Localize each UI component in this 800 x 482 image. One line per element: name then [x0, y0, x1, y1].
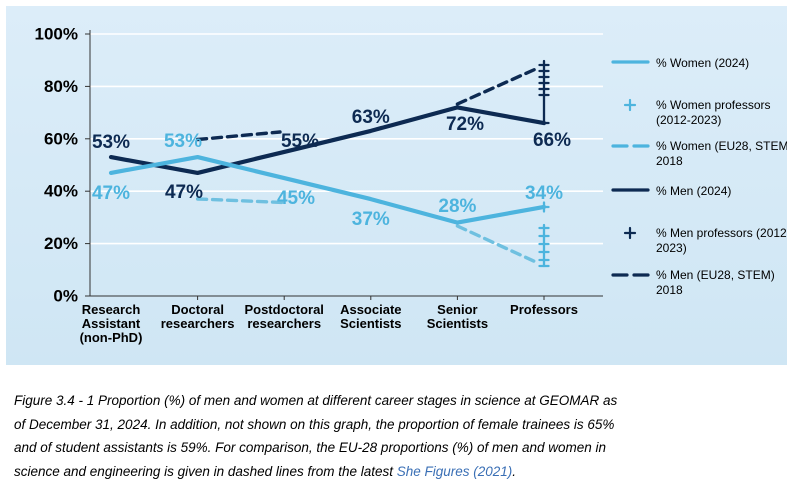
svg-text:2018: 2018	[656, 283, 683, 297]
svg-text:2023): 2023)	[656, 241, 687, 255]
svg-text:53%: 53%	[92, 132, 130, 153]
svg-text:40%: 40%	[44, 182, 78, 201]
svg-text:Senior: Senior	[437, 302, 477, 317]
svg-text:(non-PhD): (non-PhD)	[80, 330, 143, 345]
svg-text:100%: 100%	[35, 25, 78, 44]
svg-text:20%: 20%	[44, 234, 78, 253]
svg-text:% Women professors: % Women professors	[656, 98, 771, 112]
svg-text:72%: 72%	[446, 114, 484, 135]
svg-text:60%: 60%	[44, 129, 78, 148]
svg-text:63%: 63%	[352, 107, 390, 128]
svg-text:28%: 28%	[438, 196, 476, 217]
svg-text:% Men (2024): % Men (2024)	[656, 184, 731, 198]
svg-text:2018: 2018	[656, 154, 683, 168]
svg-text:Postdoctoral: Postdoctoral	[244, 302, 323, 317]
svg-text:34%: 34%	[525, 183, 563, 204]
svg-text:37%: 37%	[352, 209, 390, 230]
svg-text:Doctoral: Doctoral	[171, 302, 224, 317]
svg-text:Research: Research	[82, 302, 141, 317]
svg-text:(2012-2023): (2012-2023)	[656, 113, 721, 127]
svg-text:Associate: Associate	[340, 302, 401, 317]
svg-text:% Women (2024): % Women (2024)	[656, 56, 749, 70]
svg-text:47%: 47%	[92, 183, 130, 204]
svg-text:researchers: researchers	[247, 316, 321, 331]
svg-text:Scientists: Scientists	[340, 316, 401, 331]
svg-text:55%: 55%	[281, 131, 319, 152]
svg-text:80%: 80%	[44, 77, 78, 96]
svg-text:66%: 66%	[533, 130, 571, 151]
svg-text:0%: 0%	[53, 287, 78, 306]
svg-text:Professors: Professors	[510, 302, 578, 317]
svg-text:researchers: researchers	[161, 316, 235, 331]
svg-text:Assistant: Assistant	[82, 316, 141, 331]
svg-text:% Men professors (2012-: % Men professors (2012-	[656, 226, 787, 240]
svg-text:% Women (EU28, STEM): % Women (EU28, STEM)	[656, 139, 787, 153]
svg-text:45%: 45%	[277, 188, 315, 209]
svg-text:53%: 53%	[164, 131, 202, 152]
svg-text:Scientists: Scientists	[427, 316, 488, 331]
svg-text:% Men (EU28, STEM): % Men (EU28, STEM)	[656, 268, 775, 282]
svg-text:47%: 47%	[165, 182, 203, 203]
